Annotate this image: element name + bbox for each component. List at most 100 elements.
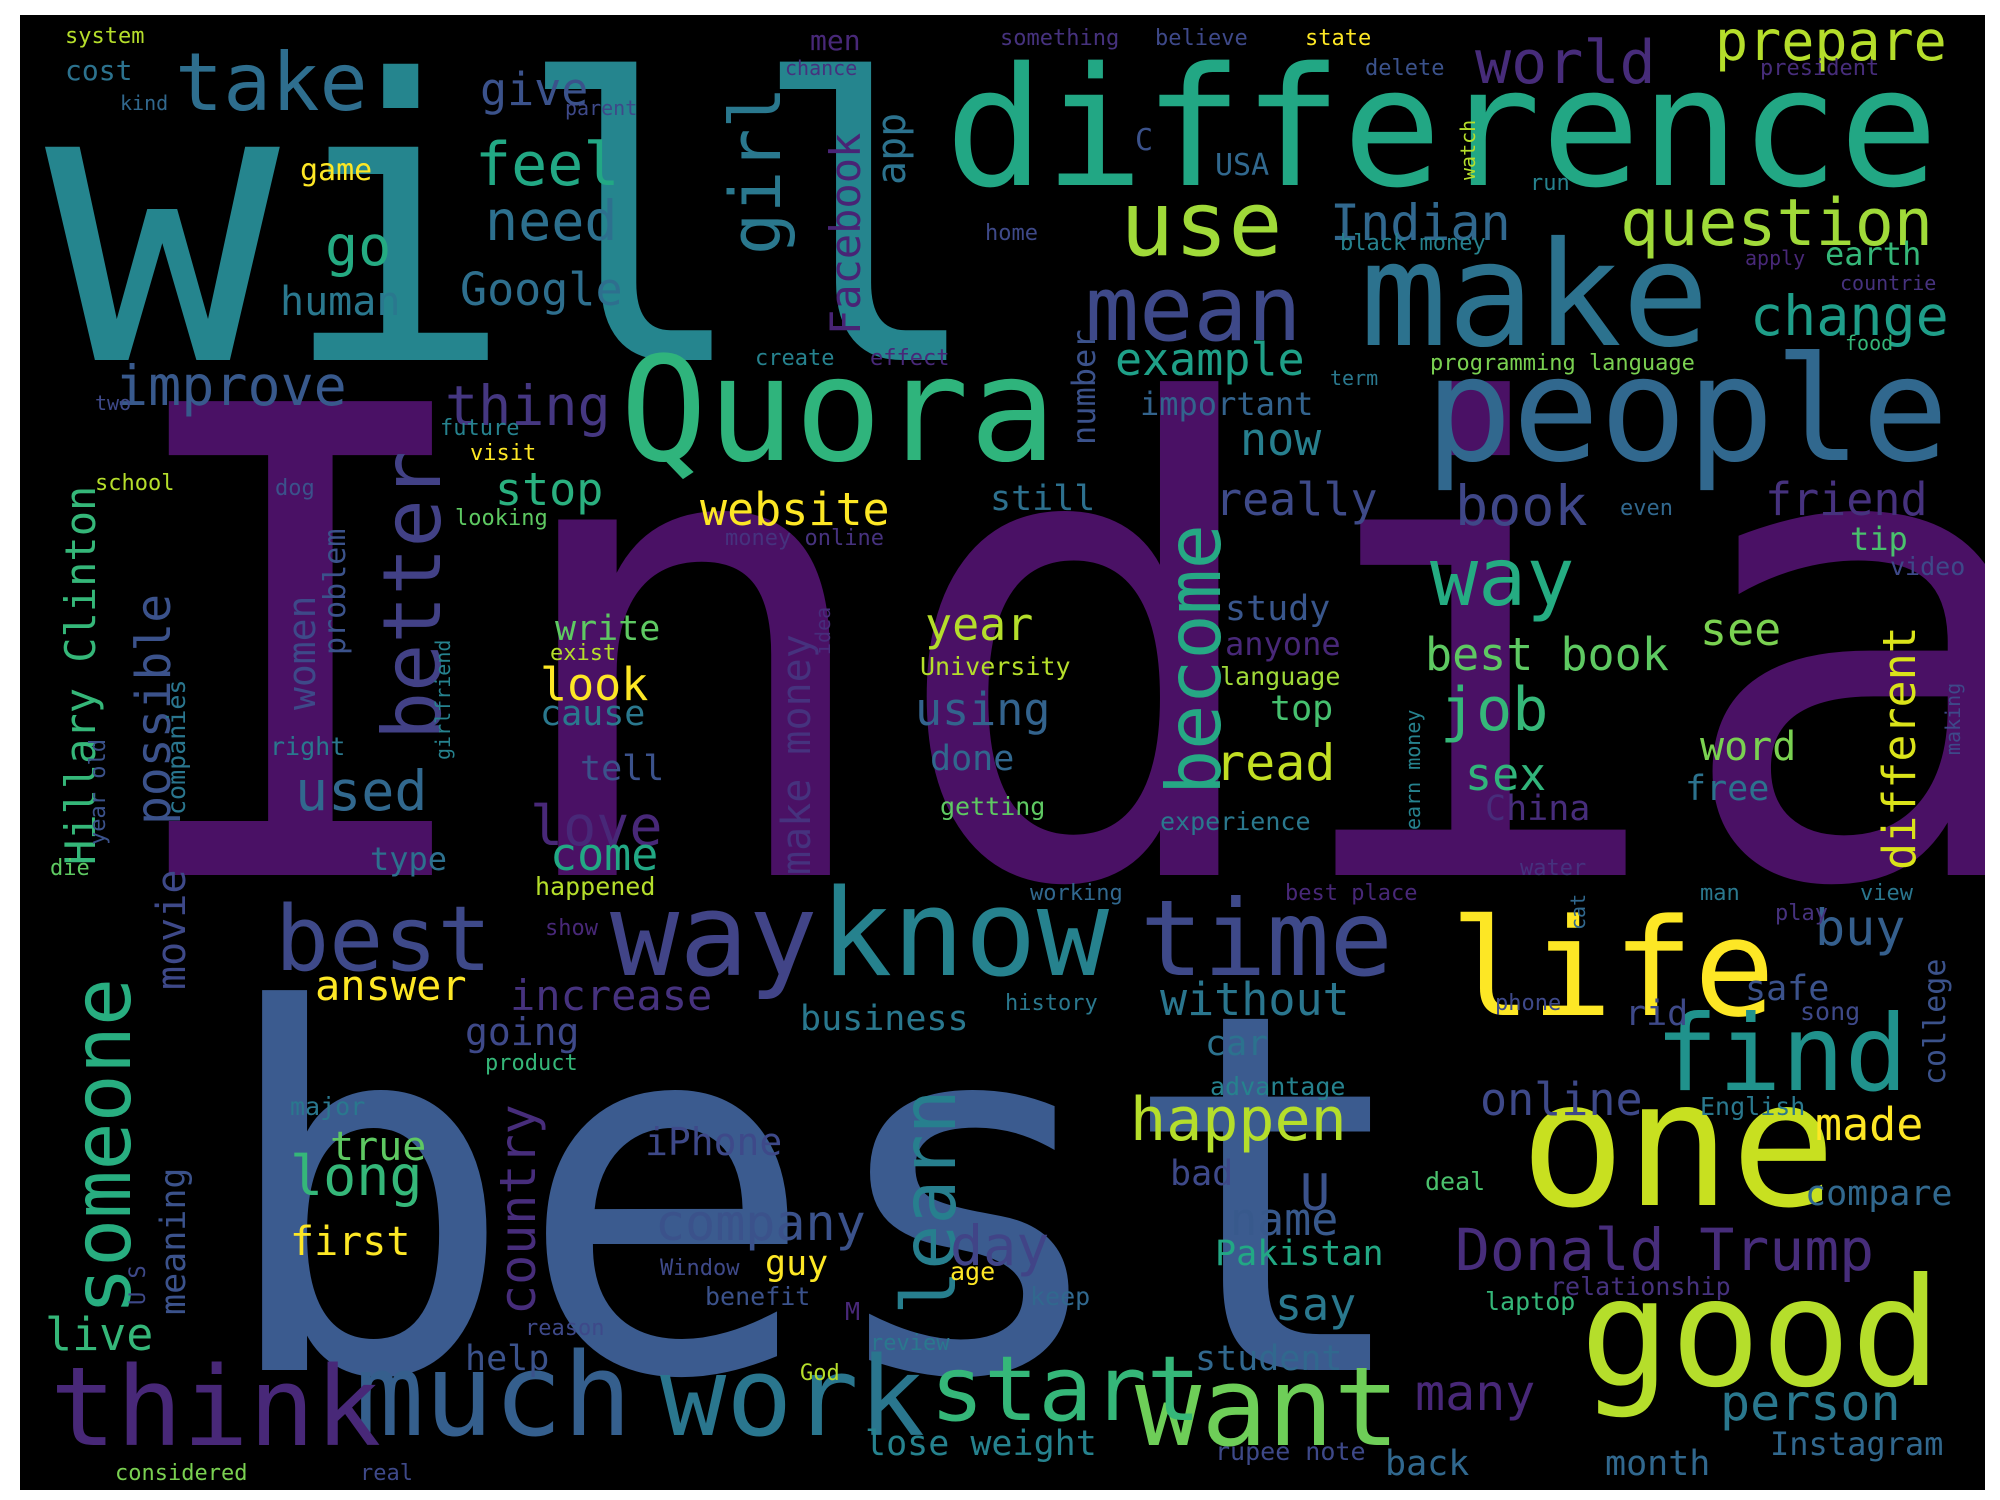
word-sex: sex — [1465, 748, 1546, 801]
word-prepare: prepare — [1715, 15, 1947, 73]
word-live: live — [45, 1308, 153, 1361]
word-future: future — [440, 416, 519, 441]
word-song: song — [1800, 997, 1860, 1026]
word-quora: Quora — [620, 326, 1057, 495]
word-anyone: anyone — [1225, 625, 1341, 663]
word-real: real — [360, 1461, 413, 1486]
word-friend: friend — [1765, 473, 1928, 526]
word-long: long — [290, 1144, 422, 1208]
word-best: best — [215, 906, 1419, 1488]
word-safe: safe — [1745, 969, 1829, 1009]
word-u-s: U S — [126, 1265, 151, 1305]
word-thing: thing — [445, 374, 611, 438]
word-window: Window — [660, 1256, 740, 1281]
word-take: take — [175, 36, 368, 129]
word-day: day — [950, 1214, 1049, 1278]
word-cause: cause — [540, 694, 645, 734]
word-university: University — [920, 652, 1071, 681]
word-year: year — [925, 598, 1033, 651]
word-dog: dog — [275, 476, 315, 501]
word-black-money: black money — [1340, 231, 1486, 256]
word-problem: problem — [318, 529, 353, 655]
word-happened: happened — [535, 872, 655, 901]
word-without: without — [1160, 973, 1350, 1026]
word-women: women — [280, 596, 324, 710]
word-business: business — [800, 999, 969, 1039]
word-girl: girl — [715, 86, 797, 255]
word-term: term — [1330, 366, 1378, 390]
word-answer: answer — [315, 961, 467, 1010]
word-know: know — [820, 865, 1110, 1004]
word-type: type — [370, 840, 447, 878]
word-making: making — [1941, 683, 1965, 755]
word-make-money: make money — [774, 634, 820, 875]
word-stop: stop — [495, 463, 603, 516]
word-back: back — [1385, 1444, 1469, 1484]
word-come: come — [550, 828, 658, 881]
word-lose-weight: lose weight — [865, 1424, 1097, 1464]
word-used: used — [295, 759, 427, 823]
word-learn: learn — [885, 1089, 973, 1315]
word-game: game — [300, 153, 372, 188]
word-view: view — [1860, 881, 1914, 906]
word-keep: keep — [1030, 1282, 1090, 1311]
word-programming-language: programming language — [1430, 351, 1695, 376]
word-car: car — [1205, 1024, 1268, 1064]
word-give: give — [480, 63, 588, 116]
word-man: man — [1700, 881, 1740, 906]
word-water: water — [1520, 856, 1586, 881]
word-college: college — [1918, 959, 1953, 1085]
word-companies: companies — [162, 680, 191, 815]
word-make: make — [1360, 211, 1709, 380]
word-happen: happen — [1130, 1085, 1347, 1155]
word-u: U — [1300, 1164, 1330, 1222]
word-need: need — [485, 189, 617, 253]
word-way: way — [610, 869, 818, 1003]
word-play: play — [1775, 901, 1828, 926]
word-tell: tell — [580, 749, 664, 789]
word-language: language — [1220, 662, 1340, 691]
word-important: important — [1140, 385, 1313, 423]
word-year-old: year old — [86, 739, 111, 845]
word-best-place: best place — [1285, 881, 1417, 906]
word-c: C — [1135, 123, 1153, 158]
word-world: world — [1475, 28, 1656, 98]
word-something: something — [1000, 26, 1119, 51]
word-indian: Indian — [1330, 194, 1511, 252]
word-kind: kind — [120, 91, 168, 115]
word-good: good — [1580, 1247, 1941, 1421]
word-reason: reason — [525, 1316, 604, 1341]
word-earth: earth — [1825, 235, 1921, 273]
word-age: age — [950, 1257, 995, 1286]
word-men: men — [810, 24, 861, 57]
word-apply: apply — [1745, 246, 1805, 270]
word-read: read — [1215, 734, 1335, 792]
word-now: now — [1240, 413, 1322, 466]
word-improve: improve — [115, 354, 347, 418]
word-video: video — [1890, 552, 1965, 581]
word-done: done — [930, 739, 1014, 779]
word-google: Google — [460, 263, 623, 316]
word-right: right — [270, 732, 345, 761]
word-facebook: Facebook — [821, 133, 870, 335]
word-effect: effect — [870, 346, 949, 371]
word-will: will — [45, 15, 984, 452]
word-idea: idea — [811, 607, 835, 655]
word-time: time — [1140, 878, 1393, 1000]
word-laptop: laptop — [1485, 1287, 1575, 1316]
word-number: number — [1065, 329, 1103, 445]
word-human: human — [280, 279, 400, 325]
word-pakistan: Pakistan — [1215, 1234, 1384, 1274]
word-exist: exist — [550, 641, 616, 666]
word-review: review — [870, 1331, 950, 1356]
word-look: look — [540, 658, 648, 711]
word-meaning: meaning — [154, 1167, 194, 1315]
word-buy: buy — [1815, 899, 1905, 957]
word-working: working — [1030, 881, 1123, 906]
word-help: help — [465, 1339, 549, 1379]
word-english: English — [1700, 1092, 1805, 1121]
word-money-online: money online — [725, 526, 884, 551]
word-china: China — [1485, 789, 1590, 829]
word-mean: mean — [1085, 257, 1302, 362]
word-two: two — [95, 391, 131, 415]
